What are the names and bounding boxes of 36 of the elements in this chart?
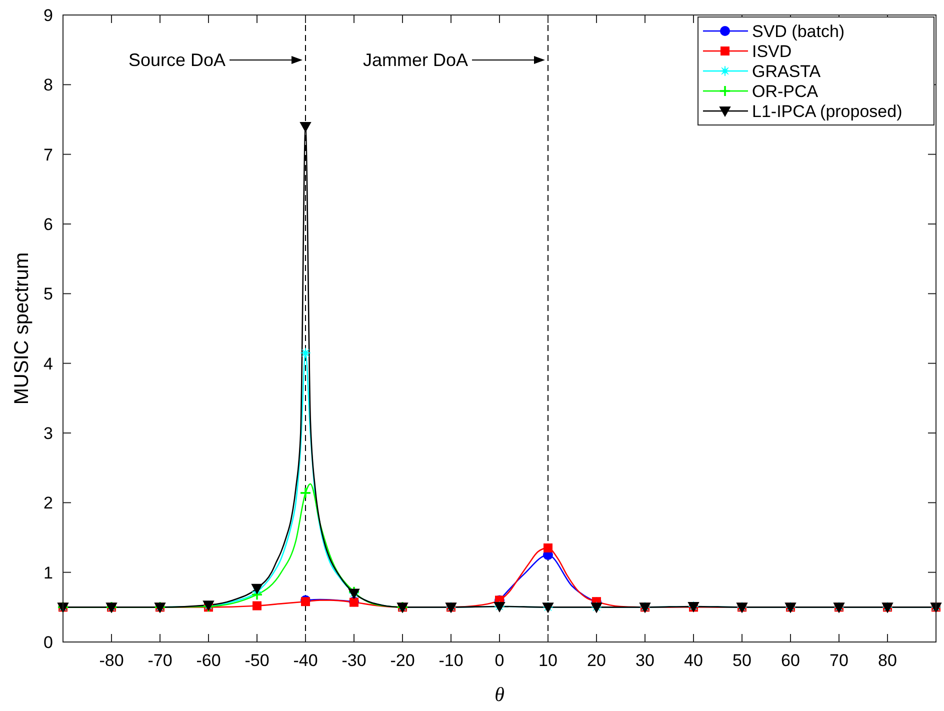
legend-label: SVD (batch)	[752, 22, 845, 41]
y-tick-label: 4	[44, 354, 53, 374]
x-tick-label: -40	[293, 651, 318, 670]
legend-label: OR-PCA	[752, 82, 819, 101]
x-tick-label: -80	[99, 651, 124, 670]
legend-label: ISVD	[752, 42, 792, 61]
x-tick-label: 0	[494, 651, 504, 670]
y-tick-label: 7	[44, 145, 53, 164]
x-tick-label: -70	[148, 651, 172, 670]
x-tick-label: 30	[636, 651, 654, 670]
y-tick-label: 3	[44, 424, 53, 443]
x-tick-label: 60	[781, 651, 800, 670]
x-tick-label: 10	[538, 651, 558, 670]
y-tick-label: 1	[44, 563, 53, 582]
x-tick-label: 80	[878, 651, 897, 670]
x-tick-label: 70	[830, 651, 848, 670]
x-tick-label: -10	[438, 651, 464, 670]
x-tick-label: -50	[244, 651, 270, 670]
x-tick-label: -30	[342, 651, 366, 670]
x-tick-label: -20	[390, 651, 415, 670]
ref-line-label: Jammer DoA	[362, 50, 468, 70]
y-tick-label: 2	[44, 494, 53, 513]
x-axis-title: θ	[494, 684, 505, 706]
y-tick-label: 5	[44, 284, 53, 304]
x-tick-label: 40	[684, 651, 703, 670]
x-tick-label: -60	[196, 651, 221, 670]
x-tick-label: 50	[732, 651, 752, 670]
y-tick-label: 8	[44, 76, 53, 95]
y-axis-title: MUSIC spectrum	[11, 252, 33, 405]
ref-line-label: Source DoA	[128, 50, 226, 70]
x-tick-label: 20	[587, 651, 606, 670]
legend-label: L1-IPCA (proposed)	[752, 102, 902, 121]
legend-label: GRASTA	[752, 62, 822, 81]
y-tick-label: 0	[44, 633, 53, 652]
y-tick-label: 9	[44, 6, 53, 25]
y-tick-label: 6	[44, 215, 53, 234]
